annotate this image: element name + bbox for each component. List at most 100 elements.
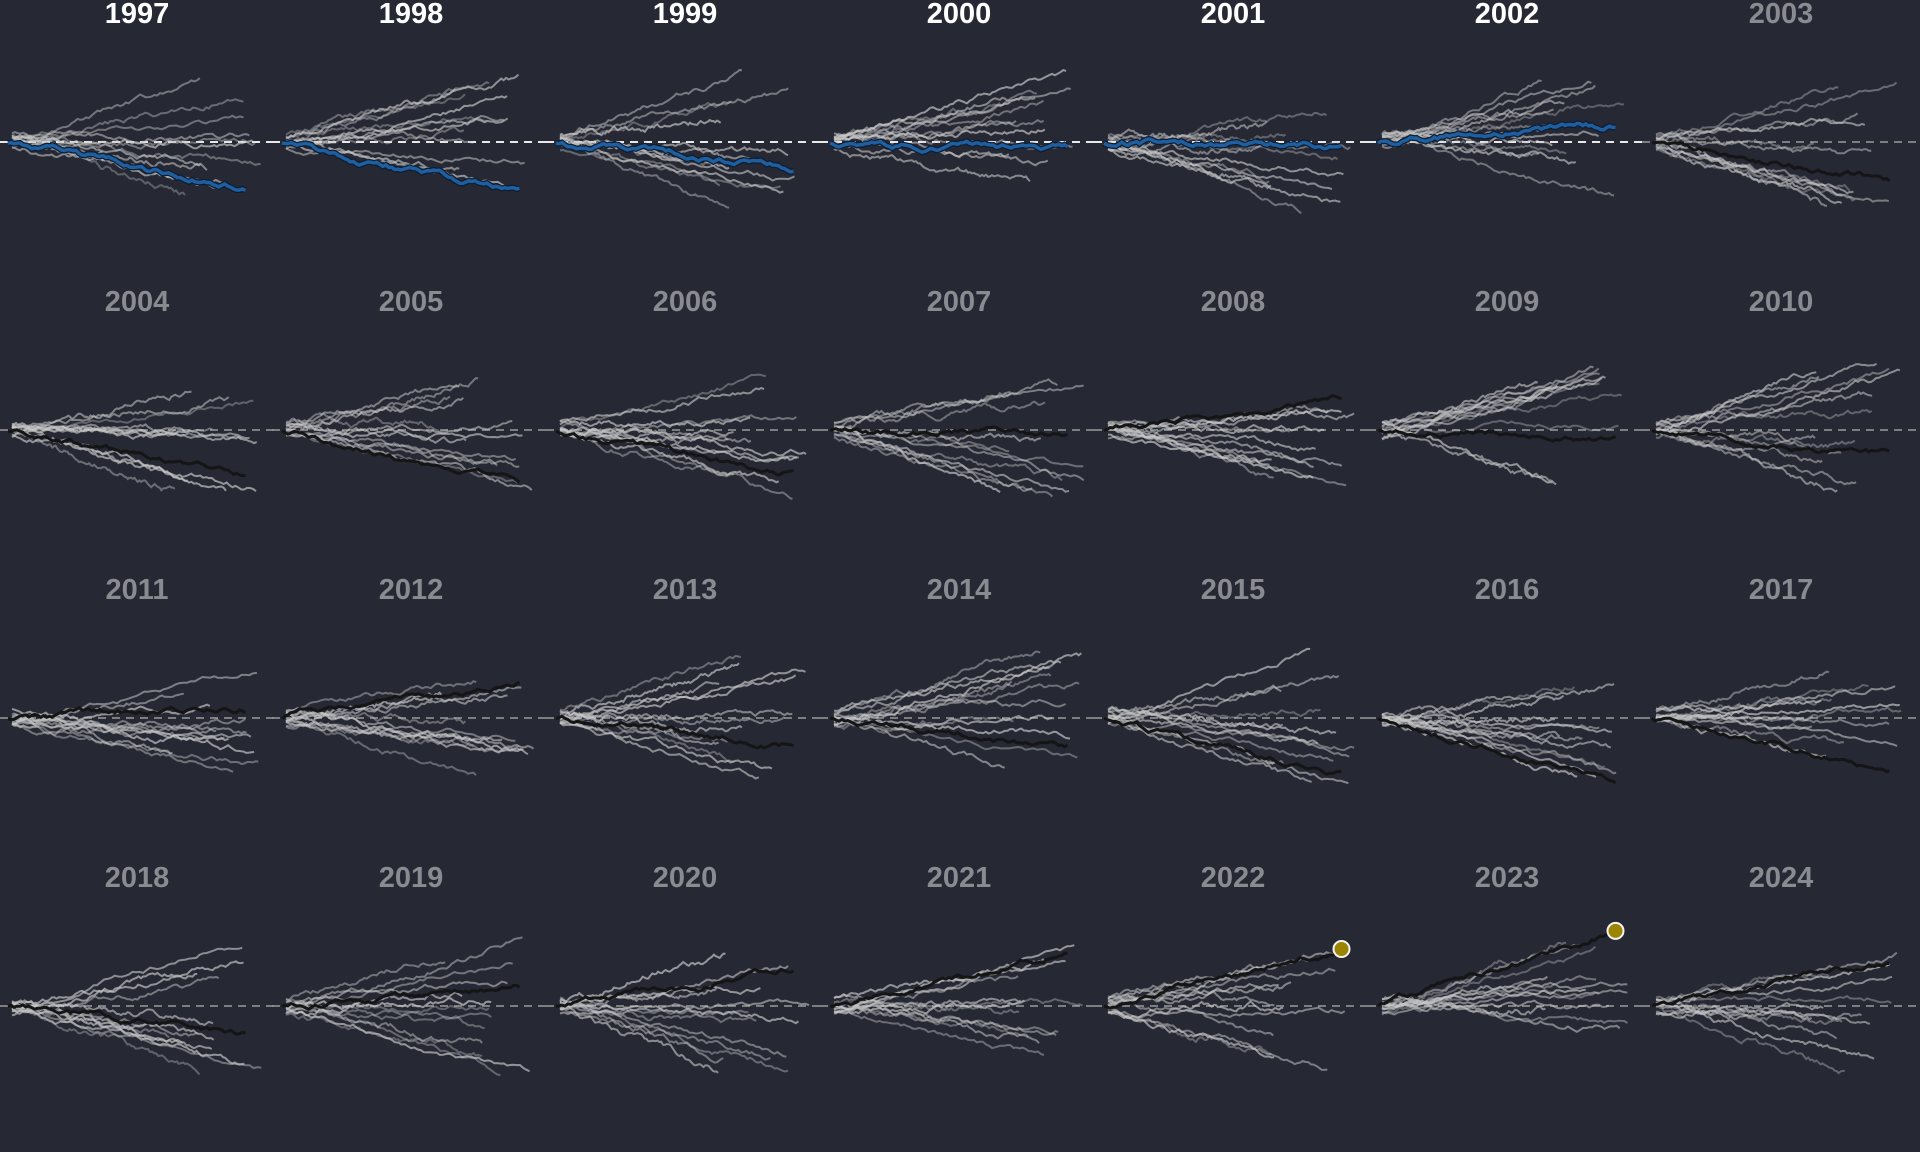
trace-line [833, 89, 1037, 140]
trace-line [285, 997, 501, 1077]
panel-title: 2015 [1200, 574, 1266, 606]
trace-line [833, 664, 1050, 717]
trace-line [559, 987, 718, 1009]
trace-line [833, 715, 1014, 735]
panel-2013: 2013 [546, 575, 824, 864]
trace-line [833, 378, 1058, 428]
trace-line [559, 68, 743, 140]
trace-line [833, 680, 1013, 728]
trace-line [1381, 134, 1615, 197]
panel-2002: 2002 [1368, 0, 1646, 288]
trace-line [833, 672, 1052, 724]
trace-line [1655, 1005, 1845, 1075]
trace-line [833, 958, 1045, 1000]
trace-line [1655, 368, 1901, 436]
trace-line [1655, 132, 1872, 155]
trace-line [11, 114, 244, 148]
panel-plot [1094, 111, 1372, 215]
panel-2009: 2009 [1368, 287, 1646, 576]
trace-line [833, 652, 1082, 727]
panel-2019: 2019 [272, 862, 550, 1152]
trace-line [833, 96, 1036, 139]
panel-plot [546, 654, 824, 780]
trace-line [1381, 365, 1594, 428]
panel-plot [0, 390, 276, 492]
panel-2010: 2010 [1642, 286, 1920, 576]
trace-line [1655, 143, 1889, 203]
trace-line [1655, 713, 1813, 731]
panel-1998: 1998 [272, 0, 550, 288]
trace-line [1655, 670, 1830, 712]
focus-line [1651, 716, 1890, 774]
trace-line [1107, 1010, 1275, 1059]
trace-line [285, 1012, 483, 1057]
trace-line [1655, 375, 1820, 431]
trace-line [559, 668, 806, 721]
trace-line [11, 423, 186, 432]
trace-line [833, 996, 1020, 1015]
trace-line [559, 998, 810, 1016]
focus-line [1377, 121, 1616, 147]
trace-line [1381, 999, 1610, 1013]
focus-line [7, 1003, 246, 1037]
trace-line [286, 1008, 530, 1073]
trace-line [1655, 716, 1827, 759]
focus-line [829, 425, 1068, 438]
trace-line [285, 384, 459, 426]
panel-title: 2002 [1474, 0, 1540, 30]
panel-title: 2018 [104, 862, 170, 894]
panel-plot [820, 69, 1098, 182]
focus-line [829, 951, 1068, 1008]
trace-line [1107, 146, 1344, 177]
trace-line [1381, 718, 1561, 740]
panel-plot [1368, 683, 1646, 785]
trace-line [1655, 148, 1851, 192]
trace-line [833, 681, 1080, 720]
trace-line [1655, 703, 1900, 719]
trace-line [1655, 112, 1859, 142]
trace-line [833, 426, 1084, 468]
panel-title: 2010 [1748, 286, 1814, 318]
panel-2017: 2017 [1642, 575, 1920, 864]
trace-line [559, 142, 784, 194]
trace-line [285, 961, 513, 1009]
trace-line [559, 143, 730, 209]
panel-plot [272, 936, 550, 1077]
trace-line [12, 1008, 213, 1050]
focus-line [7, 428, 246, 478]
trace-line [1381, 988, 1628, 1016]
trace-line [11, 722, 259, 766]
panel-plot [546, 373, 824, 500]
panel-title: 2008 [1200, 286, 1266, 318]
trace-line [833, 99, 1044, 146]
panel-plot [0, 77, 276, 196]
trace-line [11, 1001, 215, 1041]
panel-2014: 2014 [820, 574, 1098, 864]
trace-line [833, 1009, 1045, 1057]
trace-line [1655, 362, 1878, 426]
panel-title: 2019 [378, 862, 444, 894]
trace-line [1107, 710, 1349, 785]
panel-plot [1642, 362, 1920, 493]
panel-title: 1997 [104, 0, 170, 30]
trace-line [559, 720, 773, 770]
panel-2004: 2004 [0, 287, 276, 576]
trace-line [1655, 975, 1893, 1004]
trace-line [1655, 117, 1866, 140]
trace-line [1655, 683, 1869, 723]
trace-line [1655, 409, 1873, 429]
panel-plot [272, 73, 550, 193]
trace-line [1107, 714, 1319, 745]
panel-plot [546, 952, 824, 1074]
trace-line [1381, 130, 1553, 147]
panel-plot [1642, 951, 1920, 1075]
trace-line [285, 720, 503, 744]
trace-line [1655, 1001, 1875, 1060]
endpoint-marker [1332, 940, 1351, 958]
trace-line [559, 708, 793, 721]
trace-line [285, 720, 475, 748]
trace-line [833, 101, 1011, 140]
panel-title: 2014 [926, 574, 992, 606]
focus-line [555, 967, 795, 1008]
trace-line [1107, 433, 1314, 479]
